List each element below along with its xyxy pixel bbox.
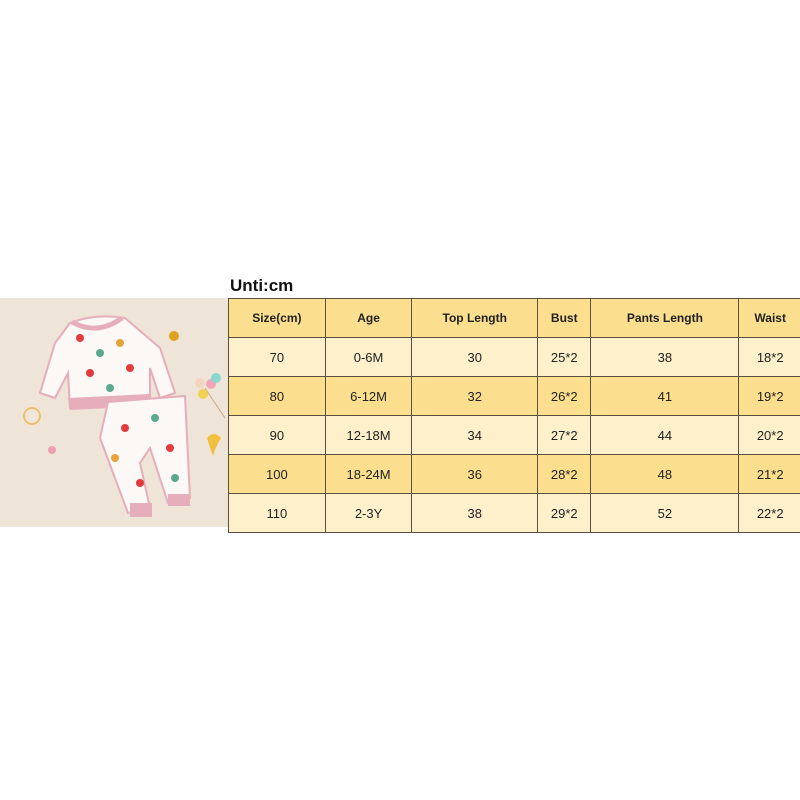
pompom-sticks-decoration xyxy=(195,373,226,419)
floral-print xyxy=(76,334,179,487)
cell-size: 100 xyxy=(228,454,326,494)
cell-age: 2-3Y xyxy=(324,493,413,533)
cell-top-length: 32 xyxy=(411,376,539,416)
cell-age: 12-18M xyxy=(324,415,413,455)
table-row: 110 2-3Y 38 29*2 52 22*2 xyxy=(228,493,800,533)
pompom-decoration xyxy=(48,446,56,454)
sweatshirt xyxy=(38,315,177,410)
header-age: Age xyxy=(324,298,413,338)
cell-top-length: 38 xyxy=(411,493,539,533)
cell-bust: 26*2 xyxy=(537,376,592,416)
cell-pants-length: 48 xyxy=(590,454,740,494)
table-row: 90 12-18M 34 27*2 44 20*2 xyxy=(228,415,800,455)
cell-bust: 25*2 xyxy=(537,337,592,377)
pants-cuff-right xyxy=(168,494,190,506)
unit-label: Unti:cm xyxy=(230,276,294,295)
header-waist: Waist xyxy=(738,298,800,338)
cell-pants-length: 52 xyxy=(590,493,740,533)
cell-bust: 27*2 xyxy=(537,415,592,455)
cell-bust: 29*2 xyxy=(537,493,592,533)
cell-size: 80 xyxy=(228,376,326,416)
header-top-length: Top Length xyxy=(411,298,539,338)
cell-waist: 22*2 xyxy=(738,493,800,533)
cell-top-length: 30 xyxy=(411,337,539,377)
cell-waist: 21*2 xyxy=(738,454,800,494)
cell-top-length: 36 xyxy=(411,454,539,494)
cell-waist: 18*2 xyxy=(738,337,800,377)
cell-bust: 28*2 xyxy=(537,454,592,494)
cell-waist: 19*2 xyxy=(738,376,800,416)
header-size: Size(cm) xyxy=(228,298,326,338)
sunflower-decoration xyxy=(169,331,179,341)
size-chart-table: Size(cm) Age Top Length Bust Pants Lengt… xyxy=(228,298,800,533)
table-row: 70 0-6M 30 25*2 38 18*2 xyxy=(228,337,800,377)
cell-size: 90 xyxy=(228,415,326,455)
table-row: 100 18-24M 36 28*2 48 21*2 xyxy=(228,454,800,494)
cell-pants-length: 41 xyxy=(590,376,740,416)
cell-size: 70 xyxy=(228,337,326,377)
felt-flower-decoration xyxy=(23,407,41,425)
cell-age: 18-24M xyxy=(324,454,413,494)
cell-waist: 20*2 xyxy=(738,415,800,455)
cell-age: 6-12M xyxy=(324,376,413,416)
cell-pants-length: 44 xyxy=(590,415,740,455)
header-pants-length: Pants Length xyxy=(590,298,740,338)
cell-pants-length: 38 xyxy=(590,337,740,377)
cell-top-length: 34 xyxy=(411,415,539,455)
baby-outfit-illustration xyxy=(23,315,226,517)
cell-size: 110 xyxy=(228,493,326,533)
sweatshirt-collar xyxy=(70,315,124,331)
header-bust: Bust xyxy=(537,298,592,338)
product-photo xyxy=(0,298,228,527)
cell-age: 0-6M xyxy=(324,337,413,377)
pants-cuff-left xyxy=(130,503,152,517)
table-row: 80 6-12M 32 26*2 41 19*2 xyxy=(228,376,800,416)
leaf-decoration xyxy=(207,434,221,456)
table-header-row: Size(cm) Age Top Length Bust Pants Lengt… xyxy=(228,298,800,338)
